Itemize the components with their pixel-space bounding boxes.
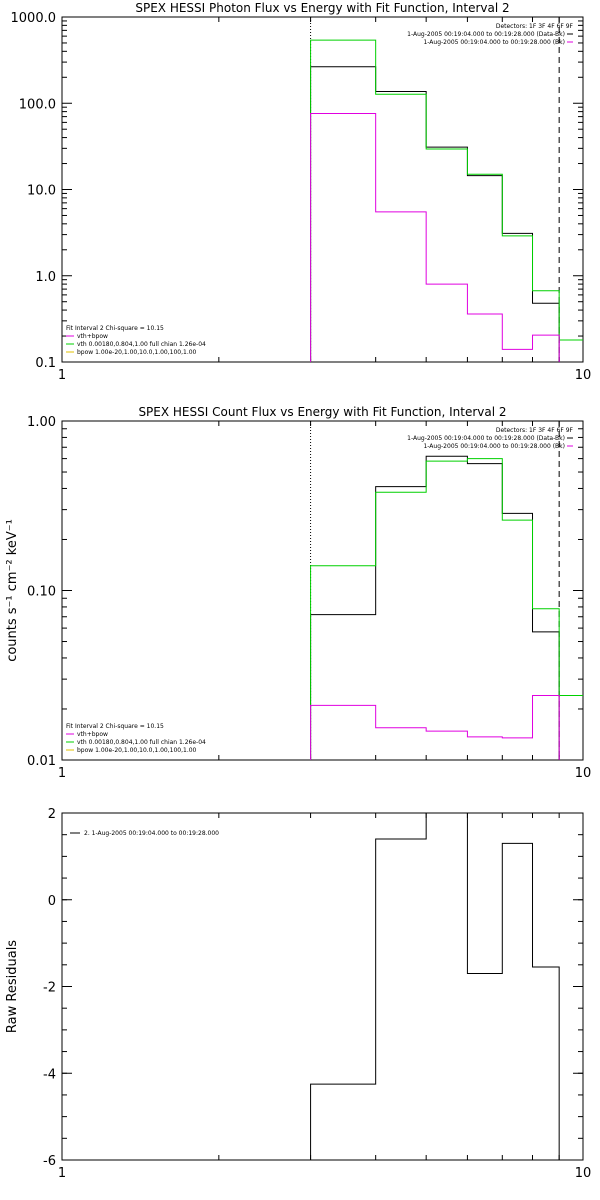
x-tick-label: 1 — [58, 1166, 66, 1181]
series-2-line — [310, 458, 583, 760]
chart-panel-3: 1 10 -6 -4 -2 0 2 Raw Residuals 2. 1-Aug-2005 00… — [5, 807, 591, 1181]
y-tick-label: 100.0 — [19, 97, 56, 112]
legend-entry: vth+bpow — [77, 731, 108, 738]
x-tick-label: 10 — [575, 766, 592, 781]
legend-entry: vth+bpow — [77, 333, 108, 340]
fit-info: Fit Interval 2 Chi-square = 10.15 — [66, 325, 164, 332]
series-1-line — [310, 455, 560, 760]
series-3-line — [310, 695, 560, 760]
x-tick-label: 10 — [575, 368, 592, 383]
y-tick-label: -6 — [43, 1154, 56, 1169]
y-tick-label: 2 — [48, 807, 56, 822]
y-axis-label: counts s⁻¹ cm⁻² keV⁻¹ — [5, 519, 20, 662]
y-tick-label: 10.0 — [27, 184, 56, 199]
legend-entry: Detectors: 1F 3F 4F 6F 9F — [496, 23, 574, 30]
x-tick-label: 1 — [58, 368, 66, 383]
y-tick-label: 0.01 — [27, 754, 56, 769]
chart-panel-2: SPEX HESSI Count Flux vs Energy with Fit… — [5, 405, 591, 781]
legend-entry: 1-Aug-2005 00:19:04.000 to 00:19:28.000 … — [423, 39, 565, 46]
legend-entry: vth 0.00180,0.804,1.00 full chian 1.26e-… — [77, 739, 206, 746]
y-tick-label: 1.00 — [27, 415, 56, 430]
legend-entry: 1-Aug-2005 00:19:04.000 to 00:19:28.000 … — [423, 443, 565, 450]
plot-frame — [61, 16, 584, 363]
legend-entry: bpow 1.00e-20,1.00,10.0,1.00,100,1.00 — [77, 747, 197, 754]
y-tick-label: 1.0 — [35, 270, 56, 285]
y-tick-label: 0 — [48, 894, 56, 909]
x-tick-label: 1 — [58, 766, 66, 781]
series-3-line — [310, 113, 560, 362]
chart-panel-1: SPEX HESSI Photon Flux vs Energy with Fi… — [11, 1, 592, 383]
y-tick-label: -4 — [43, 1067, 56, 1082]
legend-entry: vth 0.00180,0.804,1.00 full chian 1.26e-… — [77, 341, 206, 348]
legend-entry: bpow 1.00e-20,1.00,10.0,1.00,100,1.00 — [77, 349, 197, 356]
series-1-line — [310, 66, 560, 362]
legend-entry: 1-Aug-2005 00:19:04.000 to 00:19:28.000 … — [407, 435, 565, 442]
y-tick-label: -2 — [43, 981, 56, 996]
legend-entry: Detectors: 1F 3F 4F 6F 9F — [496, 427, 574, 434]
chart-title: SPEX HESSI Count Flux vs Energy with Fit… — [138, 405, 506, 419]
y-tick-label: 1000.0 — [11, 11, 57, 26]
y-tick-label: 0.10 — [27, 585, 56, 600]
fit-info: Fit Interval 2 Chi-square = 10.15 — [66, 723, 164, 730]
y-axis-label: Raw Residuals — [5, 940, 20, 1033]
legend-entry: 1-Aug-2005 00:19:04.000 to 00:19:28.000 … — [407, 31, 565, 38]
plot-frame — [61, 420, 584, 761]
legend-entry: 2. 1-Aug-2005 00:19:04.000 to 00:19:28.0… — [84, 830, 219, 837]
y-tick-label: 0.1 — [35, 356, 56, 371]
plot-frame — [61, 812, 584, 1161]
series-2-line — [310, 39, 583, 362]
series-1-line — [310, 812, 560, 1160]
x-tick-label: 10 — [575, 1166, 592, 1181]
chart-title: SPEX HESSI Photon Flux vs Energy with Fi… — [135, 1, 509, 15]
